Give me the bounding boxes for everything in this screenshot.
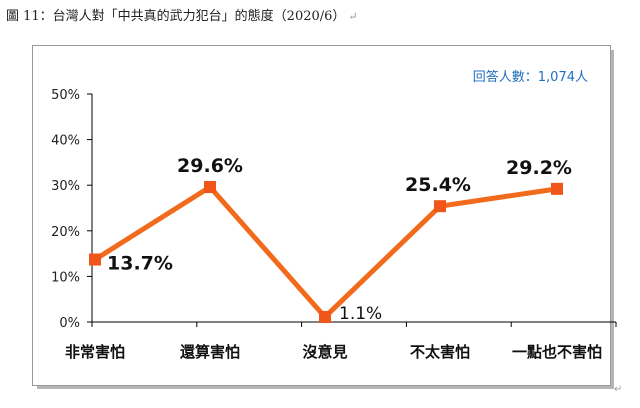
respondent-count: 回答人數：1,074人 [472,70,588,85]
data-label: 29.2% [506,157,572,179]
data-point-marker [319,310,331,323]
data-point-marker [551,182,563,195]
data-point-marker [434,200,446,213]
x-category-label: 不太害怕 [410,343,470,361]
corner-mark-icon: ↵ [614,384,623,395]
document-title: 圖 11：台灣人對「中共真的武力犯台」的態度（2020/6） ↵ [6,5,358,24]
x-category-label: 沒意見 [302,343,347,361]
data-label: 29.6% [177,155,243,177]
data-point-marker [204,181,216,194]
y-tick-label: 50% [51,88,80,103]
y-tick-label: 10% [51,270,80,285]
y-tick-label: 0% [59,316,80,331]
y-tick-label: 20% [51,225,80,240]
title-text: 圖 11：台灣人對「中共真的武力犯台」的態度（2020/6） [6,9,346,24]
data-label: 13.7% [107,253,173,275]
paragraph-mark-icon: ↵ [348,10,358,23]
x-category-label: 非常害怕 [65,343,125,361]
y-tick-label: 30% [51,179,80,194]
data-label: 25.4% [405,174,471,196]
x-category-label: 一點也不害怕 [512,343,602,361]
x-category-label: 還算害怕 [180,343,240,361]
y-tick-label: 40% [51,134,80,149]
data-point-marker [89,253,101,266]
data-label: 1.1% [339,304,382,324]
